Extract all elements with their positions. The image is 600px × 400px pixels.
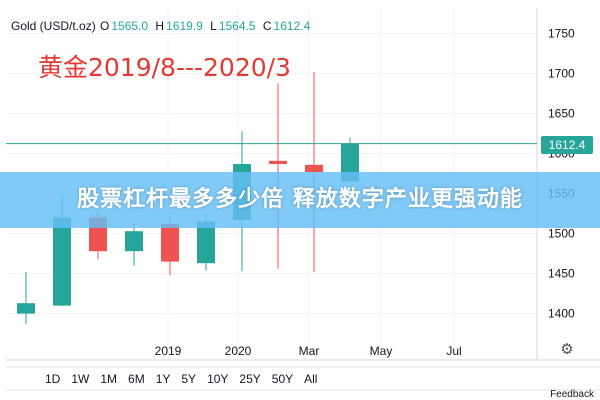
- high-key: H: [155, 19, 165, 33]
- candle-body: [53, 217, 71, 306]
- price-tag-label: 1612.4: [549, 138, 586, 152]
- x-tick-labels: 2019 2020 Mar May Jul: [155, 344, 462, 358]
- y-tick-label: 1400: [548, 307, 575, 321]
- candle-body: [161, 224, 179, 262]
- x-tick-label: Jul: [446, 344, 461, 358]
- low-key: L: [210, 19, 217, 33]
- range-button-all[interactable]: All: [304, 372, 318, 386]
- open-value: 1565.0: [111, 19, 149, 33]
- low-value: 1564.5: [218, 19, 256, 33]
- range-button-25y[interactable]: 25Y: [239, 372, 261, 386]
- overlay-title: 黄金2019/8---2020/3: [38, 53, 291, 82]
- x-tick-label: 2020: [225, 344, 252, 358]
- feedback-link[interactable]: Feedback: [550, 389, 594, 400]
- range-button-5y[interactable]: 5Y: [181, 372, 197, 386]
- y-tick-label: 1500: [548, 227, 575, 241]
- x-tick-label: 2019: [155, 344, 182, 358]
- range-button-10y[interactable]: 10Y: [207, 372, 229, 386]
- y-tick-label: 1700: [548, 67, 575, 81]
- candle-body: [269, 160, 287, 164]
- x-tick-label: May: [370, 344, 393, 358]
- price-tag: 1612.4: [541, 136, 593, 154]
- gear-icon[interactable]: ⚙: [560, 341, 574, 358]
- banner: 股票杠杆最多多少倍 释放数字产业更强动能: [0, 172, 600, 228]
- high-value: 1619.9: [166, 19, 203, 33]
- range-button-1d[interactable]: 1D: [45, 372, 61, 386]
- y-tick-label: 1650: [548, 107, 575, 121]
- range-button-1w[interactable]: 1W: [71, 372, 90, 386]
- range-selector: 1D 1W 1M 6M 1Y 5Y 10Y 25Y 50Y All: [40, 368, 323, 390]
- close-value: 1612.4: [273, 19, 311, 33]
- y-tick-label: 1750: [548, 27, 575, 41]
- candle-body: [197, 221, 215, 264]
- candle-body: [17, 303, 35, 314]
- candle-body: [125, 231, 143, 252]
- open-key: O: [100, 19, 110, 33]
- range-button-1y[interactable]: 1Y: [155, 372, 171, 386]
- x-tick-label: Mar: [299, 344, 320, 358]
- symbol-label: Gold (USD/t.oz): [11, 19, 96, 33]
- price-tag-box: [541, 136, 593, 154]
- y-tick-label: 1450: [548, 267, 575, 281]
- range-button-50y[interactable]: 50Y: [271, 372, 294, 386]
- close-key: C: [262, 19, 272, 33]
- range-button-1m[interactable]: 1M: [100, 372, 118, 386]
- ohlc-legend: Gold (USD/t.oz) O 1565.0 H 1619.9 L 1564.5 …: [11, 19, 313, 33]
- candle-body: [305, 164, 323, 172]
- banner-text: 股票杠杆最多多少倍 释放数字产业更强动能: [77, 187, 523, 212]
- range-button-6m[interactable]: 6M: [128, 372, 145, 386]
